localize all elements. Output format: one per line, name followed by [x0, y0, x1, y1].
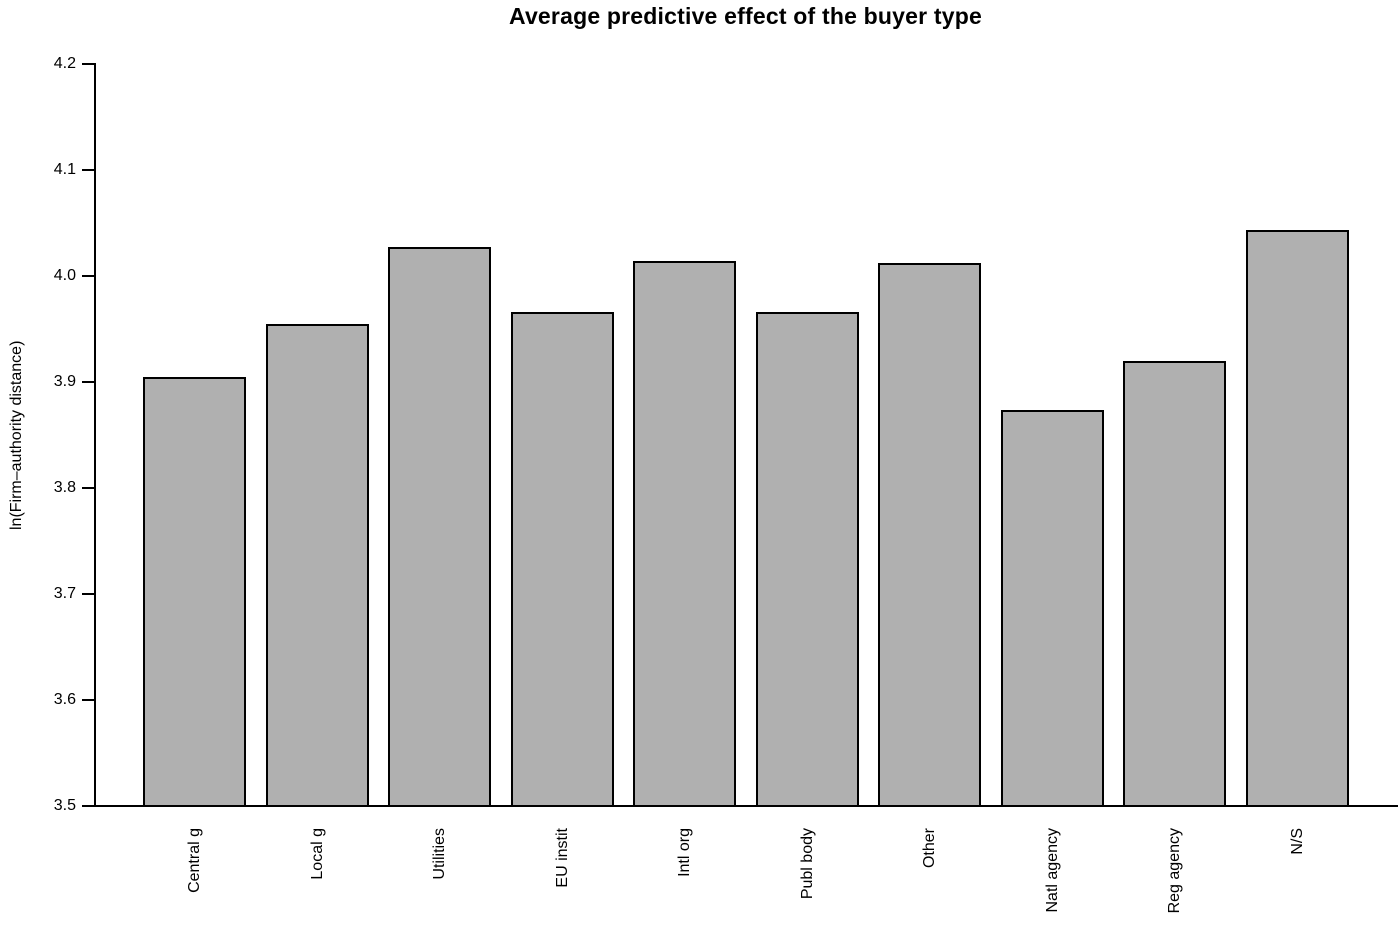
bar-eu-instit — [511, 312, 614, 807]
x-category-label-n-s: N/S — [1289, 828, 1306, 855]
bar-local-g — [266, 324, 369, 807]
y-tick-mark-3-9 — [82, 381, 95, 383]
x-category-label-central-g: Central g — [186, 828, 203, 893]
x-category-label-other: Other — [921, 828, 938, 869]
y-tick-mark-3-6 — [82, 699, 95, 701]
x-axis-line — [82, 805, 1398, 807]
y-tick-mark-3-5 — [82, 805, 95, 807]
x-category-label-local-g: Local g — [309, 828, 326, 880]
y-tick-label-4-2: 4.2 — [53, 55, 76, 72]
bar-intl-org — [633, 261, 736, 807]
bar-other — [878, 263, 981, 807]
bar-publ-body — [756, 312, 859, 807]
y-tick-label-3-8: 3.8 — [53, 479, 76, 496]
y-tick-label-4-0: 4.0 — [53, 267, 76, 284]
y-tick-mark-3-8 — [82, 487, 95, 489]
y-tick-mark-4-0 — [82, 275, 95, 277]
bar-n-s — [1246, 230, 1349, 807]
y-tick-mark-4-1 — [82, 169, 95, 171]
x-category-label-utilities: Utilities — [431, 828, 448, 880]
y-tick-mark-3-7 — [82, 593, 95, 595]
y-tick-label-3-7: 3.7 — [53, 585, 76, 602]
chart-title: Average predictive effect of the buyer t… — [508, 3, 982, 29]
y-axis-line — [94, 63, 96, 807]
y-tick-label-4-1: 4.1 — [53, 161, 76, 178]
y-tick-label-3-5: 3.5 — [53, 797, 76, 814]
y-tick-label-3-9: 3.9 — [53, 373, 76, 390]
bar-utilities — [388, 247, 491, 807]
x-category-label-intl-org: Intl org — [676, 828, 693, 877]
bar-central-g — [143, 377, 246, 807]
y-tick-label-3-6: 3.6 — [53, 691, 76, 708]
x-category-label-publ-body: Publ body — [799, 828, 816, 900]
bar-natl-agency — [1001, 410, 1104, 807]
x-category-label-natl-agency: Natl agency — [1044, 828, 1061, 913]
y-tick-mark-4-2 — [82, 63, 95, 65]
x-category-label-eu-instit: EU instit — [554, 828, 571, 888]
x-category-label-reg-agency: Reg agency — [1166, 828, 1183, 914]
bar-reg-agency — [1123, 361, 1226, 807]
